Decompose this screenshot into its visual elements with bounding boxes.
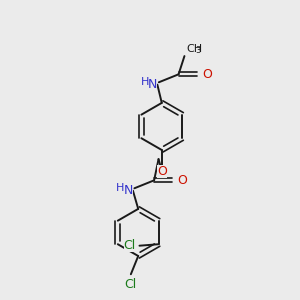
Text: H: H [141,77,149,87]
Text: Cl: Cl [125,278,137,291]
Text: N: N [148,78,158,91]
Text: O: O [157,165,167,178]
Text: O: O [178,174,188,187]
Text: H: H [116,183,125,193]
Text: Cl: Cl [124,239,136,252]
Text: N: N [124,184,133,197]
Text: O: O [202,68,212,81]
Text: 3: 3 [196,46,201,56]
Text: CH: CH [186,44,202,54]
